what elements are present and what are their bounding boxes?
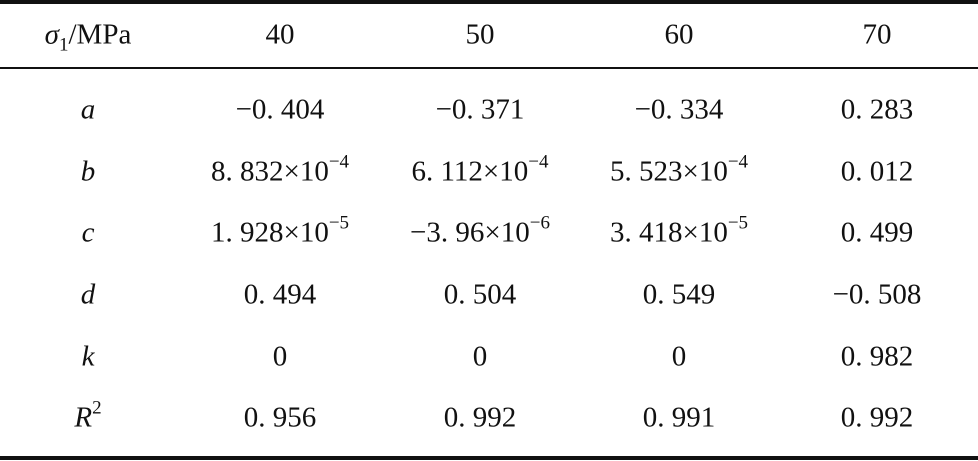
cell-text: d (80, 278, 96, 311)
cell-text: 6. 112×10 (411, 155, 529, 188)
table-cell: 0. 283 (840, 93, 914, 126)
table-cell: a (80, 93, 96, 126)
cell-text: c (81, 216, 95, 249)
table-cell: b (80, 155, 96, 188)
subscript: 1 (58, 34, 69, 56)
table-cell: 0 (272, 340, 288, 373)
bottom-rule (0, 456, 978, 460)
table-cell: 0. 499 (840, 216, 914, 249)
superscript: −6 (529, 212, 550, 234)
header-rule (0, 67, 978, 69)
table-cell: 8. 832×10−4 (210, 153, 349, 188)
cell-text: 8. 832×10 (210, 155, 329, 188)
table-cell: 0. 991 (642, 401, 716, 434)
table-cell: 70 (862, 18, 892, 51)
cell-text: a (80, 93, 96, 126)
table-cell: 0. 494 (243, 278, 317, 311)
table-cell: −0. 334 (634, 93, 724, 126)
cell-unit: /MPa (68, 18, 132, 51)
table-cell: 1. 928×10−5 (210, 214, 349, 249)
cell-text: 5. 523×10 (609, 155, 728, 188)
table-cell: 0. 992 (443, 401, 517, 434)
table-cell: 6. 112×10−4 (411, 153, 549, 188)
table-cell: 0. 992 (840, 401, 914, 434)
superscript: −5 (727, 212, 749, 234)
table-cell: d (80, 278, 96, 311)
table-cell: 0. 549 (642, 278, 716, 311)
table-cell: −3. 96×10−6 (410, 214, 550, 249)
cell-text: R (74, 401, 93, 434)
table-cell: 40 (265, 18, 295, 51)
top-rule (0, 0, 978, 4)
cell-text: 1. 928×10 (210, 216, 329, 249)
table-cell: 3. 418×10−5 (609, 214, 748, 249)
cell-text: b (80, 155, 96, 188)
table-cell: 0. 504 (443, 278, 517, 311)
table-cell: 0 (671, 340, 687, 373)
table-cell: −0. 508 (832, 278, 922, 311)
table-cell: k (81, 340, 95, 373)
cell-text: σ (44, 18, 59, 51)
table-cell: 0 (472, 340, 488, 373)
table-cell: c (81, 216, 95, 249)
superscript: −4 (328, 151, 350, 173)
superscript: −4 (528, 151, 549, 173)
table-cell: 0. 982 (840, 340, 914, 373)
table-cell: 0. 012 (840, 155, 914, 188)
cell-text: −3. 96×10 (410, 216, 530, 249)
table-cell: σ1/MPa (44, 18, 132, 55)
table-cell: 60 (664, 18, 694, 51)
cell-text: k (81, 340, 95, 373)
cell-text: 3. 418×10 (609, 216, 728, 249)
table-cell: −0. 404 (235, 93, 325, 126)
superscript: −5 (328, 212, 350, 234)
superscript: −4 (727, 151, 749, 173)
superscript: 2 (92, 397, 102, 419)
table-cell: −0. 371 (435, 93, 525, 126)
table-cell: R2 (74, 399, 101, 434)
table-cell: 5. 523×10−4 (609, 153, 748, 188)
table-cell: 0. 956 (243, 401, 317, 434)
table-cell: 50 (465, 18, 495, 51)
